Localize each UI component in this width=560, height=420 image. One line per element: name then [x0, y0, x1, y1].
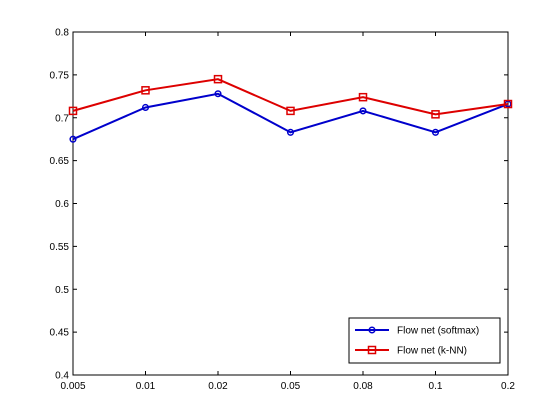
- legend-label: Flow net (softmax): [397, 326, 479, 337]
- y-tick-label: 0.8: [55, 28, 69, 39]
- series-point-square: [431, 110, 440, 119]
- x-tick-label: 0.05: [281, 381, 301, 392]
- y-tick-label: 0.55: [50, 242, 70, 253]
- series-point-circle: [359, 107, 367, 115]
- y-axis: 0.4 0.45 0.5 0.55 0.6 0.65 0.7 0.75 0.8: [50, 28, 508, 382]
- series-line-0: [72, 92, 509, 141]
- x-axis: 0.005 0.01 0.02 0.05 0.08 0.1 0.2: [60, 32, 515, 392]
- x-tick-label: 0.005: [60, 381, 85, 392]
- legend-label: Flow net (k-NN): [397, 346, 467, 357]
- series-point-square: [503, 99, 513, 109]
- y-tick-label: 0.45: [50, 328, 70, 339]
- x-tick-label: 0.2: [501, 381, 515, 392]
- series-point-circle: [431, 128, 440, 136]
- series-point-square: [286, 106, 295, 116]
- x-tick-label: 0.1: [429, 381, 443, 392]
- y-tick-label: 0.6: [55, 199, 69, 210]
- series-layer: [68, 74, 513, 143]
- series-point-square: [68, 106, 78, 116]
- series-point-circle: [141, 103, 150, 112]
- series-point-square: [213, 74, 223, 84]
- series-point-square: [141, 86, 150, 95]
- x-tick-label: 0.01: [136, 381, 156, 392]
- x-tick-label: 0.08: [353, 381, 373, 392]
- y-tick-label: 0.75: [50, 70, 70, 81]
- y-tick-label: 0.65: [50, 156, 70, 167]
- legend-box: [348, 317, 501, 364]
- series-point-circle: [69, 135, 77, 143]
- y-tick-label: 0.4: [55, 371, 69, 382]
- x-tick-label: 0.02: [208, 381, 228, 392]
- y-tick-label: 0.7: [55, 113, 69, 124]
- legend-marker-circle: [368, 326, 376, 334]
- legend-marker-square: [367, 345, 377, 355]
- series-point-square: [358, 92, 368, 102]
- legend: Flow net (softmax) Flow net (k-NN): [348, 317, 501, 364]
- series-line-1: [72, 78, 509, 116]
- y-tick-label: 0.5: [55, 285, 69, 296]
- series-point-circle: [286, 128, 295, 136]
- series-point-circle: [214, 90, 222, 98]
